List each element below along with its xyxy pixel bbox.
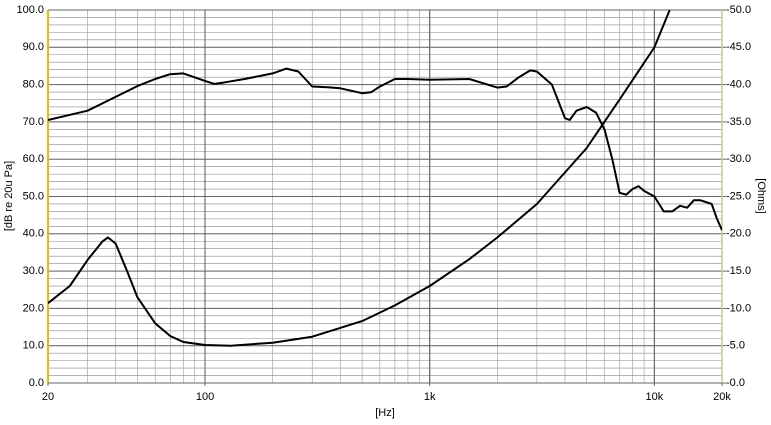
y-tick-label: 70.0 <box>23 116 44 128</box>
y-tick-label: 80.0 <box>23 79 44 91</box>
y2-tick-label: -15.0 <box>726 265 751 277</box>
x-tick-label: 20 <box>42 391 54 403</box>
x-tick-label: 10k <box>645 391 663 403</box>
series-line <box>48 67 722 231</box>
y-tick-label: 50.0 <box>23 190 44 202</box>
y-tick-label: 0.0 <box>29 377 44 389</box>
y2-tick-label: -35.0 <box>726 116 751 128</box>
y2-tick-label: -50.0 <box>726 4 751 16</box>
y-tick-label: 100.0 <box>16 4 44 16</box>
y-tick-label: 40.0 <box>23 228 44 240</box>
y2-tick-label: -25.0 <box>726 190 751 202</box>
y-axis-label: [dB re 20u Pa] <box>3 161 15 231</box>
y2-tick-label: -45.0 <box>726 41 751 53</box>
series-line <box>48 10 671 347</box>
x-axis-label: [Hz] <box>375 407 395 419</box>
y-tick-label: 90.0 <box>23 41 44 53</box>
x-tick-label: 100 <box>196 391 214 403</box>
y-tick-label: 30.0 <box>23 265 44 277</box>
y-tick-label: 60.0 <box>23 153 44 165</box>
labels: 0.0 10.0 20.0 30.0 40.0 50.0 60.0 70.0 80.0 90.0 1… <box>16 4 751 403</box>
y2-tick-label: -30.0 <box>726 153 751 165</box>
x-tick-label: 1k <box>424 391 436 403</box>
y-tick-label: 20.0 <box>23 302 44 314</box>
y-tick-label: 10.0 <box>23 340 44 352</box>
y2-tick-label: -40.0 <box>726 79 751 91</box>
y2-tick-label: -0.0 <box>726 377 745 389</box>
y2-tick-label: -10.0 <box>726 302 751 314</box>
y2-tick-label: -20.0 <box>726 228 751 240</box>
y2-axis-label: [Ohms] <box>755 178 767 213</box>
lines <box>48 10 722 347</box>
y2-tick-label: -5.0 <box>726 340 745 352</box>
x-tick-label: 20k <box>713 391 731 403</box>
